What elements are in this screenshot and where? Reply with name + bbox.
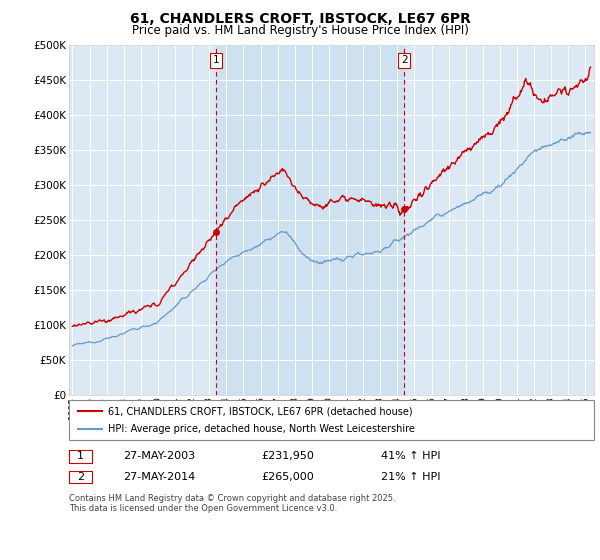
Text: 27-MAY-2014: 27-MAY-2014 <box>123 472 195 482</box>
Text: £265,000: £265,000 <box>261 472 314 482</box>
Text: 41% ↑ HPI: 41% ↑ HPI <box>381 451 440 461</box>
Text: 27-MAY-2003: 27-MAY-2003 <box>123 451 195 461</box>
Text: HPI: Average price, detached house, North West Leicestershire: HPI: Average price, detached house, Nort… <box>108 423 415 433</box>
Text: 2: 2 <box>401 55 407 66</box>
Text: 2: 2 <box>77 472 84 482</box>
Text: Price paid vs. HM Land Registry's House Price Index (HPI): Price paid vs. HM Land Registry's House … <box>131 24 469 36</box>
Bar <box>216 45 404 395</box>
Text: 1: 1 <box>77 451 84 461</box>
Text: 61, CHANDLERS CROFT, IBSTOCK, LE67 6PR (detached house): 61, CHANDLERS CROFT, IBSTOCK, LE67 6PR (… <box>108 407 413 417</box>
Text: £231,950: £231,950 <box>261 451 314 461</box>
Text: 1: 1 <box>213 55 220 66</box>
Text: Contains HM Land Registry data © Crown copyright and database right 2025.
This d: Contains HM Land Registry data © Crown c… <box>69 494 395 514</box>
Text: 21% ↑ HPI: 21% ↑ HPI <box>381 472 440 482</box>
Text: 61, CHANDLERS CROFT, IBSTOCK, LE67 6PR: 61, CHANDLERS CROFT, IBSTOCK, LE67 6PR <box>130 12 470 26</box>
